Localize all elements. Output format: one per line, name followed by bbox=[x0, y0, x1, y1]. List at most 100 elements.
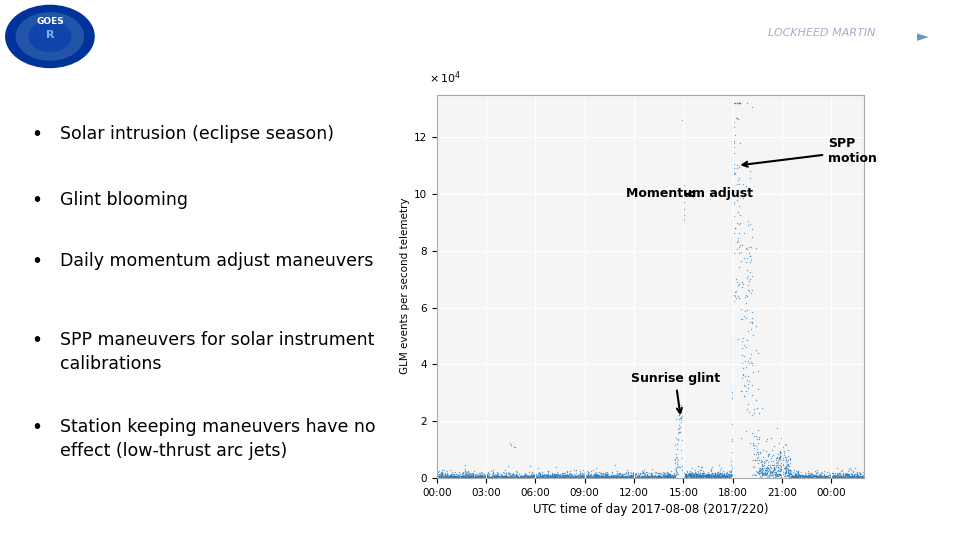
Point bbox=[667, 465, 683, 474]
Point bbox=[444, 471, 459, 480]
Point bbox=[598, 472, 613, 481]
Point bbox=[618, 468, 634, 477]
Point bbox=[664, 472, 680, 481]
Point bbox=[783, 472, 799, 481]
Point bbox=[557, 472, 572, 481]
Point bbox=[653, 472, 668, 481]
Point bbox=[835, 473, 851, 482]
Point bbox=[648, 473, 663, 482]
Point bbox=[448, 470, 464, 478]
Point bbox=[612, 471, 627, 480]
Point bbox=[591, 470, 607, 479]
Point bbox=[665, 471, 681, 480]
Point bbox=[564, 473, 580, 482]
Point bbox=[617, 472, 633, 481]
Point bbox=[733, 434, 749, 442]
Text: ►: ► bbox=[917, 29, 928, 44]
Point bbox=[708, 472, 723, 481]
Point bbox=[744, 390, 759, 399]
Point bbox=[687, 472, 703, 481]
Point bbox=[812, 472, 828, 481]
Point bbox=[601, 472, 616, 481]
Point bbox=[688, 473, 704, 482]
Point bbox=[739, 99, 755, 107]
Point bbox=[853, 472, 869, 481]
Point bbox=[583, 473, 598, 482]
Point bbox=[846, 474, 861, 482]
Point bbox=[624, 474, 639, 482]
Point bbox=[482, 472, 497, 481]
Point bbox=[599, 468, 614, 477]
Point bbox=[624, 470, 639, 479]
Point bbox=[469, 471, 485, 480]
Point bbox=[594, 473, 610, 482]
Point bbox=[764, 468, 780, 476]
Point bbox=[595, 472, 611, 481]
Point bbox=[471, 474, 487, 482]
Point bbox=[716, 472, 732, 481]
Point bbox=[653, 469, 668, 478]
Point bbox=[467, 474, 482, 482]
Point bbox=[613, 471, 629, 480]
Point bbox=[831, 472, 847, 481]
Point bbox=[519, 473, 535, 482]
Point bbox=[443, 472, 458, 481]
Point bbox=[700, 472, 715, 481]
Point bbox=[799, 472, 814, 481]
Point bbox=[770, 462, 785, 471]
Point bbox=[599, 472, 614, 481]
Point bbox=[641, 472, 657, 481]
Point bbox=[540, 474, 555, 482]
Point bbox=[560, 471, 575, 480]
Point bbox=[458, 473, 473, 482]
Point bbox=[637, 470, 653, 479]
Point bbox=[536, 472, 551, 481]
Point bbox=[699, 471, 714, 480]
Point bbox=[633, 474, 648, 482]
Point bbox=[526, 473, 541, 482]
Point bbox=[720, 468, 735, 477]
Point bbox=[515, 474, 530, 482]
Point bbox=[468, 472, 484, 481]
Point bbox=[507, 472, 522, 481]
Point bbox=[692, 468, 708, 477]
Point bbox=[486, 471, 501, 480]
Point bbox=[631, 473, 646, 482]
Point bbox=[535, 473, 550, 482]
Point bbox=[684, 470, 699, 478]
Point bbox=[817, 474, 832, 482]
Point bbox=[517, 471, 533, 480]
Point bbox=[503, 474, 518, 482]
Point bbox=[543, 469, 559, 478]
Point bbox=[828, 474, 843, 482]
Point bbox=[464, 474, 479, 482]
Point bbox=[508, 474, 523, 482]
Point bbox=[499, 474, 515, 482]
Point bbox=[709, 469, 725, 477]
Point bbox=[760, 464, 776, 472]
Point bbox=[747, 463, 762, 471]
Point bbox=[727, 99, 742, 107]
Point bbox=[683, 470, 698, 478]
Point bbox=[822, 471, 837, 480]
Point bbox=[702, 471, 717, 480]
Point bbox=[464, 474, 479, 482]
Point bbox=[738, 258, 754, 267]
Point bbox=[627, 469, 642, 478]
Point bbox=[638, 474, 654, 482]
Point bbox=[689, 470, 705, 478]
Point bbox=[554, 474, 569, 482]
Point bbox=[489, 472, 504, 481]
Point bbox=[627, 473, 642, 482]
Point bbox=[589, 470, 605, 478]
Point bbox=[601, 473, 616, 482]
Point bbox=[516, 473, 531, 482]
Point bbox=[723, 468, 738, 477]
Point bbox=[770, 458, 785, 467]
Point bbox=[665, 472, 681, 481]
Point bbox=[491, 472, 506, 481]
Point bbox=[457, 473, 472, 482]
Point bbox=[489, 470, 504, 479]
Point bbox=[551, 469, 566, 478]
Point bbox=[625, 472, 640, 481]
